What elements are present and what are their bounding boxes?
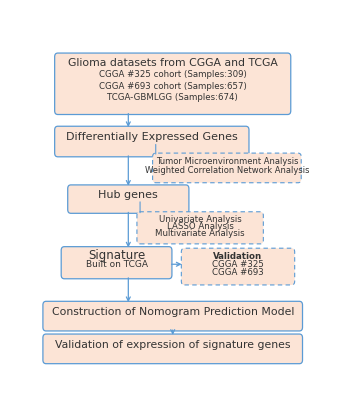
Text: CGGA #325 cohort (Samples:309): CGGA #325 cohort (Samples:309) (99, 70, 247, 79)
FancyBboxPatch shape (137, 212, 263, 244)
Text: Validation: Validation (213, 251, 263, 261)
Text: Signature: Signature (88, 249, 145, 261)
FancyBboxPatch shape (55, 126, 249, 157)
Text: LASSO Analysis: LASSO Analysis (167, 222, 234, 231)
FancyBboxPatch shape (153, 153, 301, 183)
FancyBboxPatch shape (55, 53, 291, 115)
Text: Validation of expression of signature genes: Validation of expression of signature ge… (55, 340, 290, 350)
FancyBboxPatch shape (181, 248, 295, 285)
Text: Built on TCGA: Built on TCGA (86, 260, 148, 269)
FancyBboxPatch shape (43, 301, 303, 331)
Text: Glioma datasets from CGGA and TCGA: Glioma datasets from CGGA and TCGA (68, 58, 278, 68)
Text: Differentially Expressed Genes: Differentially Expressed Genes (66, 132, 238, 142)
Text: Weighted Correlation Network Analysis: Weighted Correlation Network Analysis (145, 166, 309, 175)
FancyBboxPatch shape (68, 185, 189, 213)
Text: Univariate Analysis: Univariate Analysis (159, 215, 242, 223)
Text: Multivariate Analysis: Multivariate Analysis (155, 229, 245, 238)
Text: CGGA #693 cohort (Samples:657): CGGA #693 cohort (Samples:657) (99, 82, 247, 91)
FancyBboxPatch shape (61, 247, 172, 279)
Text: Tumor Microenvironment Analysis: Tumor Microenvironment Analysis (156, 157, 298, 166)
Text: Hub genes: Hub genes (98, 190, 158, 200)
FancyBboxPatch shape (43, 334, 303, 364)
Text: CGGA #693: CGGA #693 (212, 268, 264, 277)
Text: TCGA-GBMLGG (Samples:674): TCGA-GBMLGG (Samples:674) (108, 93, 238, 102)
Text: Construction of Nomogram Prediction Model: Construction of Nomogram Prediction Mode… (52, 307, 294, 317)
Text: CGGA #325: CGGA #325 (212, 260, 264, 269)
